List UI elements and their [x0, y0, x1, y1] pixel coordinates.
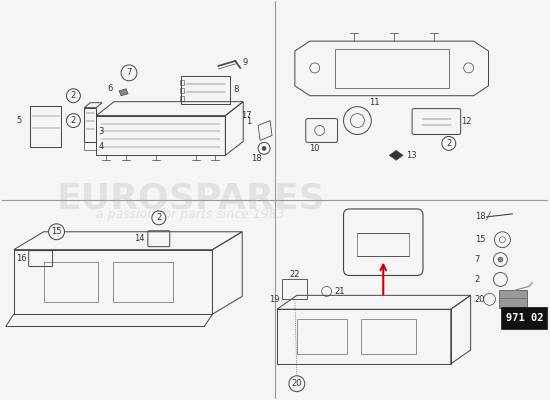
Text: 20: 20 [292, 379, 302, 388]
Polygon shape [119, 89, 128, 96]
Text: 6: 6 [108, 84, 113, 93]
Text: 17: 17 [241, 111, 252, 120]
Circle shape [48, 224, 64, 240]
Polygon shape [389, 150, 403, 160]
Text: 11: 11 [370, 98, 380, 107]
Text: 14: 14 [134, 234, 145, 243]
Text: 8: 8 [233, 85, 239, 94]
Text: 2: 2 [71, 91, 76, 100]
Text: 16: 16 [16, 254, 27, 263]
Text: 10: 10 [310, 144, 320, 153]
Circle shape [152, 211, 166, 225]
Text: 12: 12 [461, 117, 471, 126]
Text: 15: 15 [475, 235, 485, 244]
Text: 2: 2 [475, 275, 480, 284]
Text: a passion for parts since 1983: a passion for parts since 1983 [96, 208, 285, 221]
Text: EUROSPARES: EUROSPARES [56, 181, 325, 215]
Text: 15: 15 [51, 227, 62, 236]
Circle shape [442, 136, 456, 150]
Circle shape [67, 114, 80, 128]
Text: 19: 19 [270, 295, 280, 304]
Text: 2: 2 [71, 116, 76, 125]
FancyBboxPatch shape [499, 290, 527, 308]
Text: 13: 13 [406, 151, 417, 160]
Circle shape [289, 376, 305, 392]
Circle shape [498, 257, 503, 262]
Text: 4: 4 [98, 142, 103, 151]
Circle shape [262, 146, 266, 150]
Text: 20: 20 [475, 295, 485, 304]
Text: 3: 3 [98, 128, 103, 136]
Text: 21: 21 [334, 287, 345, 296]
Text: 7: 7 [475, 255, 480, 264]
Text: 971 02: 971 02 [505, 313, 543, 323]
Text: 2: 2 [156, 213, 162, 222]
Text: 22: 22 [290, 270, 300, 279]
Text: 18: 18 [251, 154, 261, 163]
Text: 9: 9 [242, 58, 248, 68]
Text: 7: 7 [126, 68, 131, 77]
FancyBboxPatch shape [502, 307, 547, 329]
Text: 5: 5 [16, 116, 22, 125]
Text: 18: 18 [475, 212, 485, 221]
Circle shape [67, 89, 80, 103]
Circle shape [121, 65, 137, 81]
Text: 2: 2 [446, 139, 452, 148]
Text: 1: 1 [246, 117, 251, 126]
